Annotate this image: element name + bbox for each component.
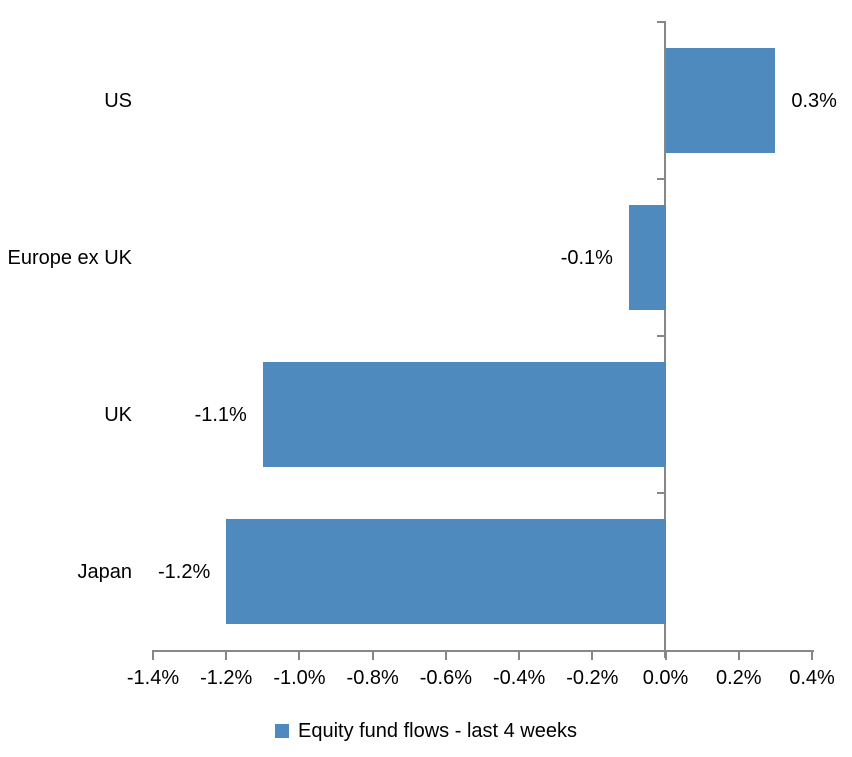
data-label-japan: -1.2% — [157, 560, 211, 583]
legend-label: Equity fund flows - last 4 weeks — [297, 720, 577, 742]
category-boundary-tick — [656, 335, 666, 337]
category-boundary-tick — [656, 178, 666, 180]
bar-uk — [262, 362, 666, 467]
data-label-uk: -1.1% — [194, 403, 247, 426]
bar-europe-ex-uk — [628, 205, 666, 310]
x-axis-tick — [298, 652, 301, 660]
x-tick-label: -1.0% — [273, 667, 326, 689]
x-tick-label: 0.4% — [789, 667, 835, 689]
category-label-uk: UK — [104, 403, 132, 426]
x-axis-tick — [444, 652, 447, 660]
category-boundary-tick — [656, 492, 666, 494]
x-tick-label: -1.4% — [126, 667, 180, 689]
x-axis-tick — [664, 652, 667, 660]
x-tick-label: -1.2% — [200, 667, 253, 689]
x-axis-tick — [737, 652, 740, 660]
category-label-us: US — [104, 89, 132, 112]
x-axis-tick — [225, 652, 228, 660]
legend-swatch-icon — [274, 724, 289, 738]
x-tick-label: -0.4% — [492, 667, 546, 689]
x-tick-label: 0.2% — [715, 667, 762, 689]
x-axis-tick — [371, 652, 374, 660]
x-axis-tick — [518, 652, 521, 660]
x-axis-line — [152, 650, 814, 652]
data-label-us: 0.3% — [791, 89, 837, 112]
x-axis-tick — [591, 652, 594, 660]
category-boundary-tick — [656, 21, 666, 23]
category-label-japan: Japan — [77, 560, 133, 583]
x-axis-tick — [152, 652, 154, 660]
bar-japan — [226, 519, 666, 624]
data-label-europe-ex-uk: -0.1% — [560, 246, 613, 269]
legend: Equity fund flows - last 4 weeks — [0, 719, 852, 743]
x-tick-label: 0.0% — [642, 667, 689, 689]
category-label-europe-ex-uk: Europe ex UK — [7, 246, 132, 269]
x-tick-label: -0.2% — [566, 667, 619, 689]
x-axis-tick — [811, 652, 813, 660]
x-tick-label: -0.6% — [419, 667, 472, 689]
bar-us — [665, 48, 776, 153]
y-axis-zero-line — [664, 22, 666, 658]
x-tick-label: -0.8% — [346, 667, 399, 689]
